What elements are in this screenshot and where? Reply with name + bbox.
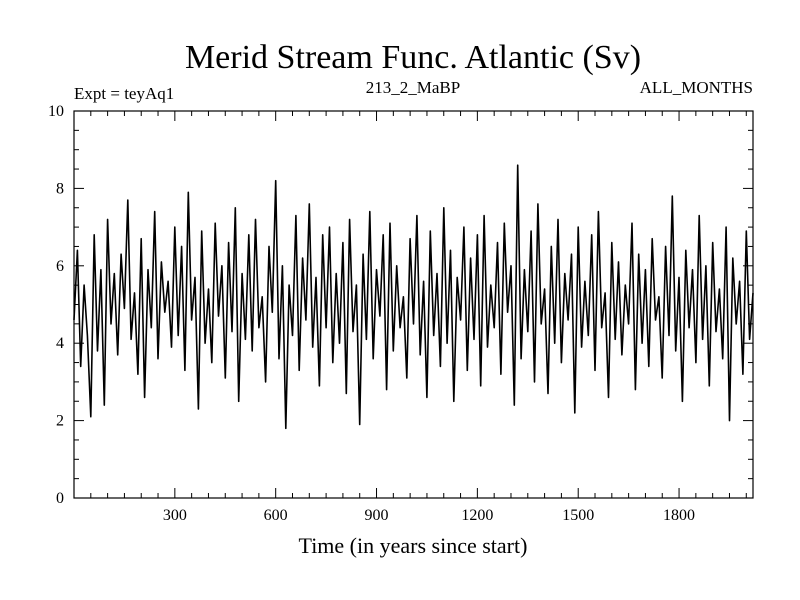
subtitle-center: 213_2_MaBP: [366, 78, 460, 97]
subtitle-right: ALL_MONTHS: [640, 78, 753, 97]
y-tick-label: 8: [56, 180, 64, 197]
series-line: [73, 164, 754, 430]
y-tick-label: 0: [56, 490, 64, 507]
chart-title: Merid Stream Func. Atlantic (Sv): [185, 39, 641, 76]
x-axis-label: Time (in years since start): [299, 533, 528, 558]
y-tick-label: 10: [48, 103, 64, 120]
subtitle-left: Expt = teyAq1: [74, 84, 174, 103]
plot-frame: [73, 110, 754, 499]
x-tick-label: 1800: [663, 507, 695, 524]
y-tick-label: 4: [56, 335, 64, 352]
tick-labels: 300 600 900 1200 1500 1800 0 2 4 6 8 10: [48, 103, 695, 524]
x-tick-label: 1500: [562, 507, 594, 524]
x-tick-label: 300: [163, 507, 187, 524]
y-tick-label: 6: [56, 258, 64, 275]
x-tick-label: 600: [264, 507, 288, 524]
x-tick-label: 1200: [461, 507, 493, 524]
x-tick-label: 900: [365, 507, 389, 524]
y-tick-label: 2: [56, 413, 64, 430]
